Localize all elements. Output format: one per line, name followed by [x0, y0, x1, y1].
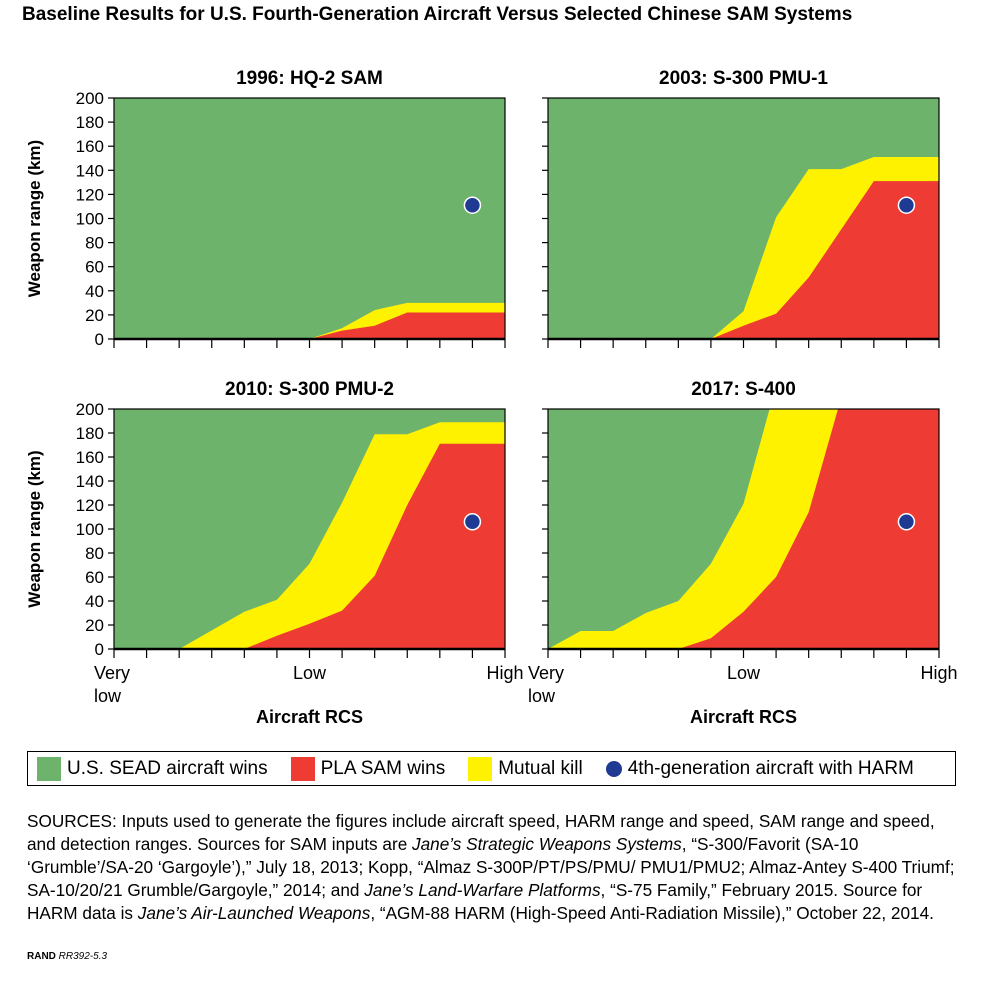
chart-3-title: 2010: S-300 PMU-2 — [225, 379, 394, 400]
chart-3-y-tick-label: 120 — [76, 496, 104, 515]
legend-item-dot: 4th-generation aircraft with HARM — [605, 757, 914, 780]
chart-3-y-tick-label: 20 — [85, 616, 104, 635]
legend-swatch-green — [37, 756, 61, 781]
chart-2-area-sam-wins — [548, 181, 939, 339]
chart-3-y-tick-label: 100 — [76, 520, 104, 539]
footer-code: RR392-5.3 — [58, 951, 108, 962]
chart-3-x-tick-label-low: Low — [293, 663, 327, 683]
legend-item-red: PLA SAM wins — [290, 756, 446, 781]
sources-text-1: SOURCES: Inputs used to generate the fig… — [27, 811, 935, 854]
chart-2-title: 2003: S-300 PMU-1 — [659, 68, 828, 89]
sources-italic-3: Jane’s Air-Launched Weapons — [137, 903, 371, 923]
legend-item-green: U.S. SEAD aircraft wins — [37, 756, 268, 781]
sources-text-4: , “AGM-88 HARM (High-Speed Anti-Radiatio… — [370, 903, 934, 923]
sources-italic-1: Jane’s Strategic Weapons Systems — [412, 834, 682, 854]
chart-3-x-tick-label-low-word: low — [94, 686, 122, 706]
chart-4-title: 2017: S-400 — [691, 379, 796, 400]
chart-1-y-tick-label: 180 — [76, 113, 104, 132]
legend-label-yellow: Mutual kill — [498, 757, 583, 779]
figure-title: Baseline Results for U.S. Fourth-Generat… — [22, 4, 853, 25]
legend-label-green: U.S. SEAD aircraft wins — [67, 757, 268, 779]
chart-3-y-tick-label: 200 — [76, 400, 104, 419]
legend-label-red: PLA SAM wins — [320, 757, 446, 779]
chart-1-title: 1996: HQ-2 SAM — [236, 68, 383, 89]
chart-2-harm-point — [897, 196, 916, 214]
chart-3-x-axis-label: Aircraft RCS — [256, 707, 363, 727]
chart-4-x-axis-label: Aircraft RCS — [690, 707, 797, 727]
footer-org: RAND — [27, 951, 56, 962]
sources-text-2: , “S-300/Favorit (SA-10 ‘Grumble’/SA-20 … — [27, 834, 955, 900]
chart-1-y-tick-label: 160 — [76, 137, 104, 156]
chart-4-area-sam-wins — [548, 409, 939, 649]
chart-3-area-sam-wins — [114, 443, 505, 649]
chart-1-y-tick-label: 80 — [85, 234, 104, 253]
legend-swatch-red — [290, 756, 315, 781]
chart-1-y-tick-label: 200 — [76, 89, 104, 108]
chart-4-x-tick-label-high: High — [920, 663, 957, 683]
chart-3-x-tick-label-high: High — [486, 663, 523, 683]
chart-3-y-tick-label: 140 — [76, 472, 104, 491]
legend-label-dot: 4th-generation aircraft with HARM — [627, 757, 914, 779]
chart-4-x-tick-label-low-word: low — [528, 686, 556, 706]
sources-italic-2: Jane’s Land-Warfare Platforms — [364, 880, 601, 900]
sources-text-3: , “S-75 Family,” February 2015. Source f… — [27, 880, 923, 923]
chart-3-x-tick-label-very: Very — [94, 663, 130, 683]
chart-1-y-tick-label: 0 — [95, 330, 104, 349]
chart-3-y-tick-label: 80 — [85, 544, 104, 563]
chart-3-y-axis-label: Weapon range (km) — [25, 450, 44, 607]
chart-4-x-tick-label-low: Low — [727, 663, 761, 683]
chart-1-y-tick-label: 100 — [76, 210, 104, 229]
chart-1-y-tick-label: 120 — [76, 185, 104, 204]
chart-1-y-tick-label: 60 — [85, 258, 104, 277]
chart-3-y-tick-label: 160 — [76, 448, 104, 467]
sources-note: SOURCES: Inputs used to generate the fig… — [27, 810, 967, 925]
legend: U.S. SEAD aircraft wins PLA SAM wins Mut… — [27, 751, 956, 786]
chart-1-area-sam-wins — [114, 312, 505, 339]
chart-1-area-sead-wins — [114, 98, 505, 339]
legend-dot-icon — [605, 760, 622, 777]
chart-3-y-tick-label: 0 — [95, 640, 104, 659]
chart-1-y-tick-label: 140 — [76, 161, 104, 180]
legend-swatch-yellow — [468, 756, 493, 781]
chart-1-y-tick-label: 40 — [85, 282, 104, 301]
footer-credit: RAND RR392-5.3 — [27, 951, 107, 962]
chart-1-y-axis-label: Weapon range (km) — [25, 140, 44, 297]
chart-4-x-tick-label-very: Very — [528, 663, 564, 683]
chart-3-y-tick-label: 180 — [76, 424, 104, 443]
chart-3-y-tick-label: 40 — [85, 592, 104, 611]
chart-1-y-tick-label: 20 — [85, 306, 104, 325]
legend-item-yellow: Mutual kill — [468, 756, 583, 781]
chart-1-harm-point — [463, 196, 482, 214]
chart-3-harm-point — [463, 513, 482, 531]
chart-3-y-tick-label: 60 — [85, 568, 104, 587]
chart-4-harm-point — [897, 513, 916, 531]
